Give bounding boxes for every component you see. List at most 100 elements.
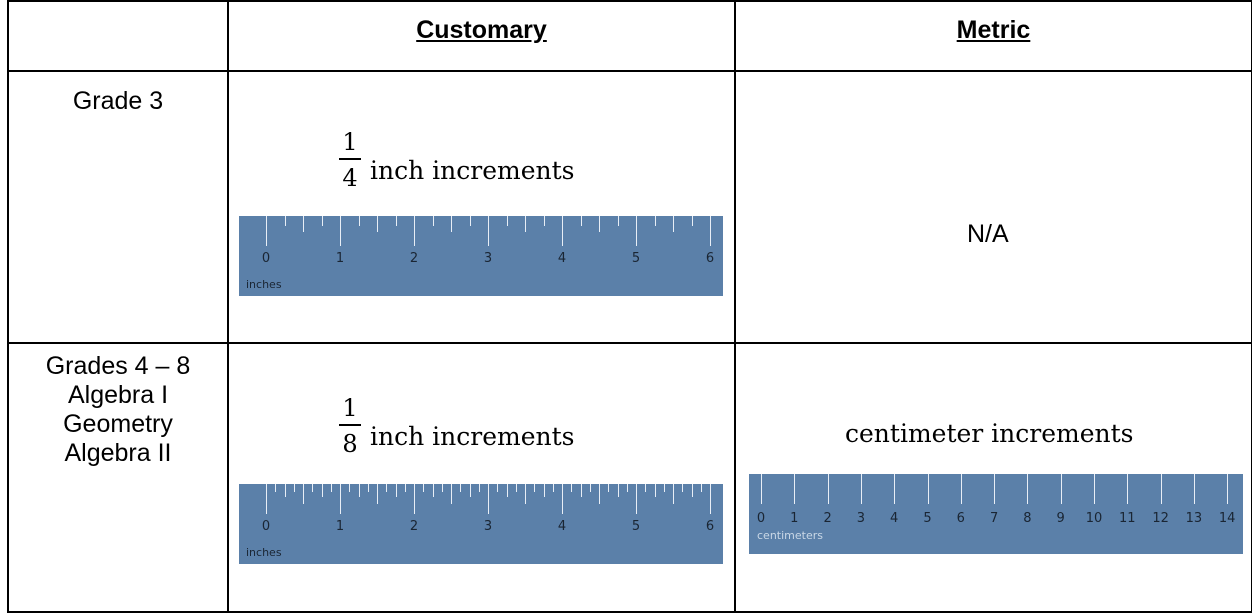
- ruler-tick: [404, 484, 406, 492]
- ruler-tick: [386, 484, 388, 492]
- ruler-tick: [460, 484, 462, 492]
- header-metric: Metric: [956, 16, 1031, 44]
- ruler-number: 14: [1218, 511, 1236, 526]
- ruler-tick: [451, 484, 452, 504]
- fraction-numerator: 1: [342, 128, 358, 156]
- ruler-tick: [617, 484, 619, 497]
- table-border-left: [7, 0, 9, 613]
- ruler-tick: [1060, 474, 1062, 504]
- ruler-tick: [645, 484, 647, 492]
- ruler-tick: [860, 474, 862, 504]
- ruler-tick: [321, 484, 323, 497]
- ruler-tick: [636, 484, 637, 514]
- table-border-top: [7, 0, 1252, 2]
- ruler-tick: [636, 216, 637, 246]
- ruler-number: 5: [631, 519, 641, 534]
- ruler-tick: [423, 484, 425, 492]
- table-divider-col1: [227, 0, 229, 613]
- ruler-tick: [488, 216, 489, 246]
- ruler-tick: [1227, 474, 1229, 504]
- centimeter-increments-label: centimeter increments: [845, 419, 1134, 448]
- ruler-unit-label: inches: [246, 278, 282, 291]
- ruler-number: 1: [790, 511, 799, 526]
- ruler-number: 5: [923, 511, 932, 526]
- ruler-tick: [525, 484, 526, 504]
- ruler-tick: [599, 216, 600, 232]
- ruler-tick: [894, 474, 896, 504]
- ruler-tick: [927, 474, 929, 504]
- ruler-tick: [960, 474, 962, 504]
- ruler-tick: [543, 484, 545, 497]
- ruler-tick: [478, 484, 480, 492]
- ruler-tick: [994, 474, 996, 504]
- ruler-number: 13: [1185, 511, 1203, 526]
- ruler-unit-label: inches: [246, 546, 282, 559]
- ruler-tick: [654, 484, 656, 497]
- ruler-tick: [275, 484, 277, 492]
- ruler-tick: [358, 216, 360, 226]
- ruler-tick: [673, 484, 674, 504]
- ruler-tick: [284, 216, 286, 226]
- ruler-number: 0: [261, 251, 271, 266]
- ruler-tick: [1027, 474, 1029, 504]
- ruler-number: 6: [956, 511, 965, 526]
- ruler-tick: [525, 216, 526, 232]
- header-customary: Customary: [416, 16, 547, 44]
- ruler-tick: [395, 484, 397, 497]
- grade-label: Grades 4 – 8: [45, 352, 191, 380]
- grade-label: Grade 3: [72, 87, 164, 115]
- ruler-number: 3: [856, 511, 866, 526]
- ruler-tick: [608, 484, 610, 492]
- ruler-number: 4: [557, 519, 567, 534]
- ruler-tick: [340, 216, 341, 246]
- ruler-tick: [432, 484, 434, 497]
- grade-label: Algebra I: [67, 381, 169, 409]
- ruler-tick: [710, 216, 711, 246]
- ruler-tick: [617, 216, 619, 226]
- ruler-number: 4: [557, 251, 567, 266]
- ruler-tick: [1193, 474, 1195, 504]
- ruler-tick: [284, 484, 286, 497]
- ruler-tick: [599, 484, 600, 504]
- grade-label: Algebra II: [64, 439, 172, 467]
- ruler-number: 2: [409, 519, 419, 534]
- ruler-number: 8: [1023, 511, 1032, 526]
- ruler-number: 11: [1119, 511, 1136, 526]
- ruler-tick: [321, 216, 323, 226]
- ruler-number: 7: [989, 511, 999, 526]
- ruler-tick: [303, 216, 304, 232]
- ruler-number: 3: [483, 519, 493, 534]
- grade-cell-row2: Grades 4 – 8 Algebra I Geometry Algebra …: [9, 352, 227, 468]
- ruler-number: 3: [483, 251, 493, 266]
- ruler-tick: [451, 216, 452, 232]
- ruler-tick: [626, 484, 628, 492]
- fraction-bar: [339, 424, 361, 426]
- ruler-tick: [571, 484, 573, 492]
- metric-na: N/A: [967, 220, 1009, 248]
- ruler-tick: [1094, 474, 1095, 504]
- ruler-tick: [330, 484, 332, 492]
- ruler-tick: [497, 484, 499, 492]
- ruler-tick: [552, 484, 554, 492]
- inch-ruler-quarter: 0 1 2 3 4 5 6 inches: [239, 216, 723, 296]
- ruler-tick: [794, 474, 796, 504]
- ruler-tick: [469, 484, 471, 497]
- ruler-tick: [266, 216, 267, 246]
- ruler-tick: [663, 484, 665, 492]
- ruler-tick: [506, 484, 508, 497]
- ruler-tick: [506, 216, 508, 226]
- fraction-denominator: 8: [342, 430, 358, 458]
- fraction-denominator: 4: [342, 164, 358, 192]
- ruler-tick: [340, 484, 341, 514]
- ruler-tick: [414, 216, 415, 246]
- ruler-number: 5: [631, 251, 641, 266]
- ruler-tick: [761, 474, 762, 504]
- ruler-number: 1: [335, 251, 345, 266]
- ruler-number: 6: [705, 519, 715, 534]
- ruler-tick: [827, 474, 829, 504]
- ruler-number: 2: [409, 251, 419, 266]
- ruler-unit-label: centimeters: [757, 529, 823, 542]
- ruler-number: 2: [823, 511, 832, 526]
- ruler-tick: [1127, 474, 1129, 504]
- ruler-tick: [543, 216, 545, 226]
